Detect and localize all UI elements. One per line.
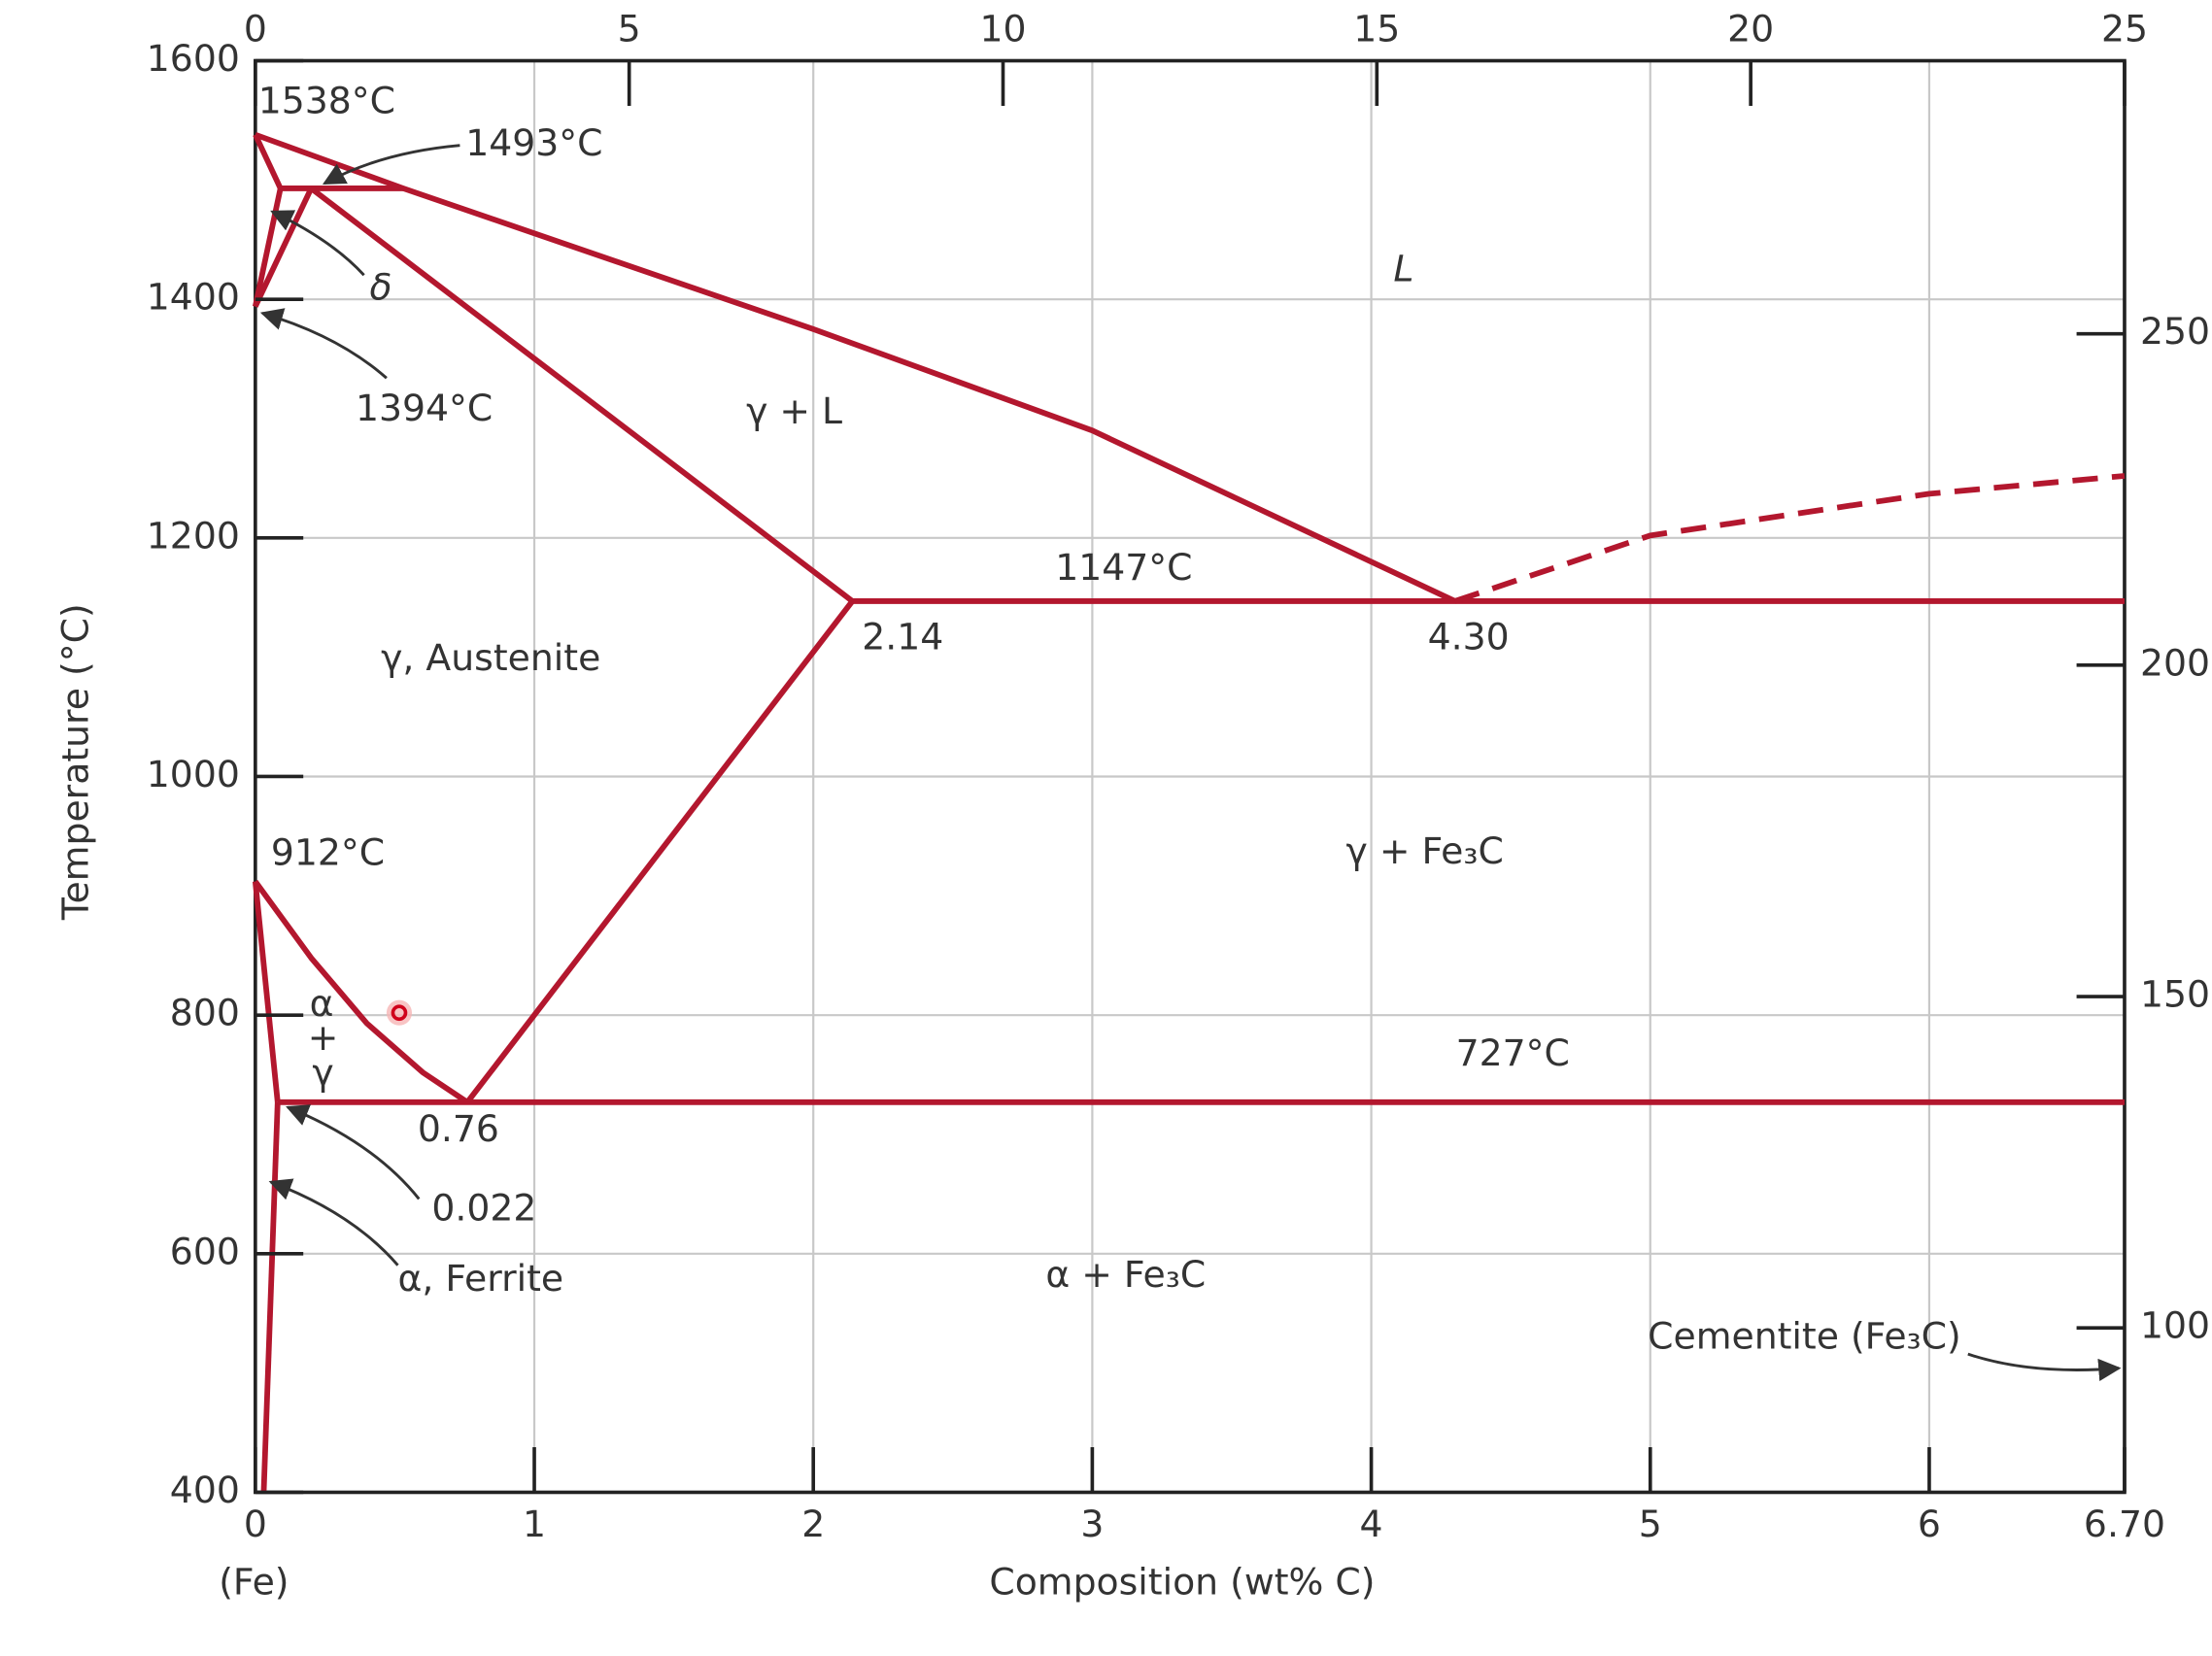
y2-tick-label: 1000 bbox=[2140, 1304, 2212, 1347]
x-tick-label: 0 bbox=[244, 1503, 267, 1545]
phase-boundary bbox=[253, 879, 469, 1105]
annotation: 1538°C bbox=[258, 80, 395, 122]
grid bbox=[254, 59, 2127, 1494]
annotation: 0.022 bbox=[431, 1187, 536, 1230]
annotation: α bbox=[310, 982, 334, 1025]
arrow bbox=[270, 210, 365, 277]
x-tick-label: 5 bbox=[1639, 1503, 1662, 1545]
cursor-dot bbox=[391, 1004, 408, 1022]
y-tick-label: 400 bbox=[170, 1469, 240, 1511]
annotation: Cementite (Fe₃C) bbox=[1648, 1315, 1961, 1358]
x2-tick-label: 10 bbox=[979, 8, 1026, 51]
phase-boundary bbox=[253, 187, 284, 308]
phase-boundary bbox=[252, 881, 281, 1103]
phase-boundary bbox=[254, 131, 1456, 604]
x-tick-label: 1 bbox=[523, 1503, 546, 1545]
x-tick-label: 4 bbox=[1360, 1503, 1383, 1545]
annotation: δ bbox=[370, 265, 392, 308]
annotation: 1493°C bbox=[465, 121, 602, 164]
arrow bbox=[259, 308, 388, 380]
y-tick-label: 1000 bbox=[147, 753, 240, 795]
x2-tick-label: 5 bbox=[618, 8, 641, 51]
y-tick-label: 600 bbox=[170, 1230, 240, 1272]
annotation: γ bbox=[312, 1051, 333, 1094]
annotation: α + Fe₃C bbox=[1045, 1253, 1206, 1296]
arrows bbox=[259, 144, 2122, 1381]
annotation: γ + L bbox=[746, 389, 842, 432]
phase-boundary bbox=[464, 599, 855, 1104]
x-tick-label: 2 bbox=[801, 1503, 825, 1545]
annotation: α, Ferrite bbox=[398, 1257, 564, 1300]
y-tick-label: 800 bbox=[170, 992, 240, 1034]
annotation: + bbox=[308, 1016, 339, 1059]
x-axis-label: Composition (wt% C) bbox=[989, 1560, 1375, 1603]
phase-boundary bbox=[260, 1101, 281, 1493]
y2-tick-label: 2000 bbox=[2140, 641, 2212, 684]
phase-boundary bbox=[1453, 473, 2126, 604]
x2-tick-label: 15 bbox=[1353, 8, 1400, 51]
y2-tick-label: 1500 bbox=[2140, 973, 2212, 1016]
x2-tick-label: 20 bbox=[1727, 8, 1774, 51]
arrow bbox=[1967, 1352, 2122, 1381]
x-axis-note: (Fe) bbox=[219, 1560, 289, 1603]
x-tick-label: 6 bbox=[1918, 1503, 1941, 1545]
y-tick-label: 1600 bbox=[147, 37, 240, 80]
annotation: 912°C bbox=[271, 831, 385, 874]
annotation: γ, Austenite bbox=[381, 636, 600, 679]
phase-boundary bbox=[309, 186, 855, 604]
phase-boundary bbox=[253, 133, 284, 190]
y2-tick-label: 2500 bbox=[2140, 310, 2212, 353]
cursor-dot bbox=[386, 999, 413, 1026]
annotation: L bbox=[1393, 247, 1413, 289]
y-tick-label: 1200 bbox=[147, 514, 240, 557]
annotation: 1394°C bbox=[356, 387, 493, 429]
arrow bbox=[322, 144, 460, 186]
annotation: 4.30 bbox=[1428, 615, 1510, 658]
annotation: 2.14 bbox=[862, 615, 943, 658]
annotation: 1147°C bbox=[1055, 546, 1192, 589]
arrow bbox=[268, 1178, 399, 1267]
x-tick-label: 6.70 bbox=[2084, 1503, 2165, 1545]
annotation: 727°C bbox=[1456, 1031, 1570, 1074]
y-tick-label: 1400 bbox=[147, 276, 240, 319]
annotation: 0.76 bbox=[418, 1107, 499, 1150]
x2-tick-label: 0 bbox=[244, 8, 267, 51]
annotation: γ + Fe₃C bbox=[1346, 829, 1504, 872]
phase-boundary bbox=[253, 186, 314, 308]
x2-tick-label: 25 bbox=[2101, 8, 2148, 51]
x-tick-label: 3 bbox=[1080, 1503, 1104, 1545]
y-axis-label: Temperature (°C) bbox=[53, 603, 96, 921]
arrow bbox=[286, 1104, 421, 1200]
